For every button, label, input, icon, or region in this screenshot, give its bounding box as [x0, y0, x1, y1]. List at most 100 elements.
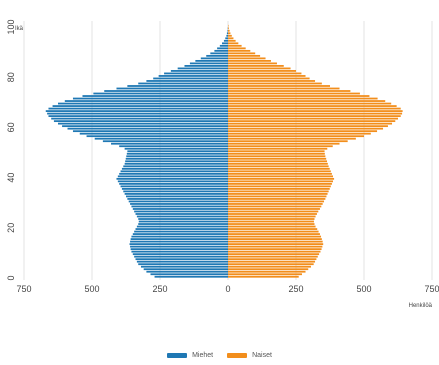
bar-naiset-age-72: [228, 95, 370, 97]
bar-naiset-age-58: [228, 130, 378, 133]
bar-miehet-age-35: [121, 188, 228, 190]
bar-miehet-age-47: [125, 157, 228, 160]
bar-miehet-age-12: [130, 245, 228, 248]
bar-miehet-age-10: [131, 250, 228, 253]
bar-miehet-age-27: [132, 208, 228, 210]
bar-naiset-age-42: [228, 170, 331, 173]
bar-miehet-age-51: [124, 147, 228, 150]
bar-naiset-age-96: [228, 34, 232, 37]
bar-naiset-age-1: [228, 273, 302, 276]
bar-naiset-age-75: [228, 87, 340, 90]
bar-miehet-age-38: [117, 180, 228, 183]
bar-naiset-age-24: [228, 215, 316, 218]
y-tick-label-5: 100: [6, 19, 16, 34]
bar-naiset-age-14: [228, 240, 323, 243]
bar-naiset-age-15: [228, 238, 322, 240]
bar-naiset-age-27: [228, 208, 320, 210]
bar-miehet-age-89: [210, 52, 228, 55]
bar-naiset-age-17: [228, 233, 320, 235]
bar-naiset-age-48: [228, 155, 326, 158]
bar-naiset-age-44: [228, 165, 329, 168]
bar-naiset-age-23: [228, 218, 315, 220]
bar-naiset-age-82: [228, 70, 296, 72]
bar-naiset-age-92: [228, 44, 242, 47]
bar-miehet-age-7: [135, 258, 228, 261]
bar-naiset-age-97: [228, 32, 231, 35]
bar-naiset-age-100: [228, 24, 229, 27]
bar-naiset-age-32: [228, 195, 327, 198]
bar-naiset-age-28: [228, 205, 322, 208]
bar-miehet-age-85: [189, 62, 228, 65]
bar-miehet-age-49: [126, 152, 228, 155]
bar-miehet-age-8: [134, 255, 228, 258]
bar-miehet-age-36: [120, 185, 228, 188]
bar-naiset-age-26: [228, 210, 319, 213]
legend-item-miehet[interactable]: Miehet: [167, 352, 213, 359]
bar-naiset-age-62: [228, 120, 396, 123]
bar-naiset-age-65: [228, 112, 403, 115]
bar-naiset-age-52: [228, 145, 333, 148]
bar-naiset-age-12: [228, 245, 323, 248]
bar-naiset-age-60: [228, 125, 388, 128]
bar-miehet-age-20: [136, 225, 228, 228]
bar-miehet-age-15: [130, 238, 228, 240]
bar-miehet-age-86: [195, 59, 228, 62]
bar-miehet-age-90: [214, 49, 228, 52]
legend-item-naiset[interactable]: Naiset: [227, 352, 272, 359]
bar-miehet-age-60: [62, 125, 228, 128]
bar-naiset-age-99: [228, 27, 229, 30]
bar-miehet-age-23: [138, 218, 228, 220]
bar-naiset-age-0: [228, 275, 299, 278]
y-tick-label-2: 40: [6, 173, 16, 183]
bar-naiset-age-73: [228, 92, 360, 95]
x-tick-label-1: 500: [84, 284, 99, 294]
bar-miehet-age-84: [184, 65, 228, 67]
bar-miehet-age-17: [132, 233, 228, 235]
bar-naiset-age-78: [228, 80, 316, 82]
bar-naiset-age-33: [228, 193, 328, 195]
bar-miehet-age-5: [138, 263, 228, 266]
bar-miehet-age-68: [52, 105, 229, 107]
bar-miehet-age-98: [227, 29, 228, 32]
bar-miehet-age-30: [128, 200, 228, 203]
bar-naiset-age-49: [228, 152, 325, 155]
bar-naiset-age-74: [228, 90, 351, 92]
bar-miehet-age-92: [219, 44, 228, 47]
bar-naiset-age-5: [228, 263, 314, 266]
bar-naiset-age-46: [228, 160, 328, 163]
bar-miehet-age-46: [125, 160, 228, 163]
bar-naiset-age-50: [228, 150, 325, 153]
bar-naiset-age-53: [228, 142, 340, 145]
bar-naiset-age-84: [228, 65, 284, 67]
bar-miehet-age-4: [140, 265, 228, 268]
bar-miehet-age-53: [111, 142, 228, 145]
bar-miehet-age-64: [48, 115, 229, 117]
bar-miehet-age-75: [116, 87, 228, 90]
bar-naiset-age-88: [228, 54, 261, 57]
bar-naiset-age-77: [228, 82, 322, 85]
bar-miehet-age-26: [134, 210, 228, 213]
legend-label-naiset: Naiset: [252, 351, 272, 359]
bar-miehet-age-97: [226, 32, 228, 35]
x-tick-label-3: 0: [225, 284, 230, 294]
bar-miehet-age-25: [135, 213, 228, 215]
bar-miehet-age-48: [126, 155, 228, 158]
bar-miehet-age-73: [93, 92, 228, 95]
bar-miehet-age-66: [45, 110, 229, 112]
bar-naiset-age-91: [228, 47, 246, 50]
bar-naiset-age-85: [228, 62, 277, 65]
y-axis-ticks: 0 20 40 60 80 100: [6, 19, 16, 280]
bar-naiset-age-38: [228, 180, 333, 183]
bar-naiset-age-63: [228, 117, 398, 120]
bar-naiset-age-2: [228, 270, 306, 273]
bar-naiset-age-80: [228, 75, 306, 77]
bar-miehet-age-28: [131, 205, 228, 208]
bar-naiset-age-47: [228, 157, 327, 160]
bar-miehet-age-72: [82, 95, 228, 97]
bar-miehet-age-2: [146, 270, 228, 273]
bar-naiset-age-20: [228, 225, 316, 228]
bar-naiset-age-10: [228, 250, 321, 253]
bar-naiset-age-34: [228, 190, 329, 193]
bar-naiset-age-76: [228, 85, 330, 87]
bar-miehet-age-13: [129, 243, 228, 246]
